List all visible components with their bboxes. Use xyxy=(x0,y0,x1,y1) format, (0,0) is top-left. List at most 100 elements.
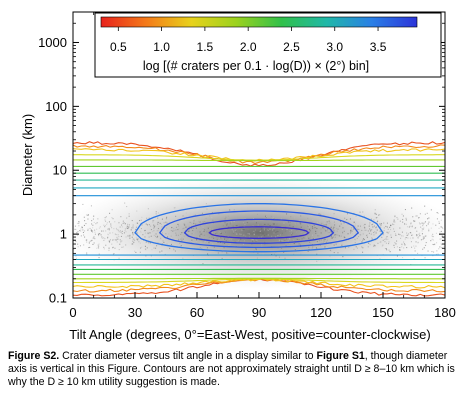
density-point xyxy=(78,225,80,227)
density-point xyxy=(258,236,260,238)
density-point xyxy=(333,237,335,239)
density-point xyxy=(128,235,130,237)
density-point xyxy=(222,225,224,227)
density-point xyxy=(189,230,191,232)
density-point xyxy=(399,249,401,251)
density-point xyxy=(425,244,427,246)
density-point xyxy=(440,219,442,221)
density-point xyxy=(181,237,183,239)
density-point xyxy=(362,239,364,241)
density-point xyxy=(396,255,398,257)
density-point xyxy=(205,231,207,233)
density-point xyxy=(289,230,291,232)
density-point xyxy=(433,251,435,253)
density-point xyxy=(346,213,348,215)
density-point xyxy=(383,222,385,224)
density-point xyxy=(114,247,116,249)
density-point xyxy=(167,236,169,238)
density-point xyxy=(212,228,214,230)
density-point xyxy=(287,221,289,223)
density-point xyxy=(406,247,408,249)
density-point xyxy=(416,235,418,237)
density-point xyxy=(184,224,186,226)
density-point xyxy=(324,238,326,240)
density-point xyxy=(310,235,312,237)
density-point xyxy=(373,245,375,247)
density-point xyxy=(107,236,109,238)
density-point xyxy=(324,222,326,224)
density-point xyxy=(246,228,248,230)
density-point xyxy=(217,241,219,243)
density-point xyxy=(173,249,175,251)
density-point xyxy=(392,223,394,225)
density-point xyxy=(303,229,305,231)
density-point xyxy=(121,246,123,248)
density-point xyxy=(318,235,320,237)
density-point xyxy=(205,242,207,244)
density-point xyxy=(183,227,185,229)
density-point xyxy=(243,234,245,236)
density-point xyxy=(251,238,253,240)
density-point xyxy=(419,223,421,225)
density-point xyxy=(269,233,271,235)
density-point xyxy=(396,217,398,219)
density-point xyxy=(208,236,210,238)
density-point xyxy=(409,225,411,227)
density-point xyxy=(108,221,110,223)
density-point xyxy=(90,229,92,231)
density-point xyxy=(222,238,224,240)
density-point xyxy=(401,246,403,248)
density-point xyxy=(153,219,155,221)
density-point xyxy=(363,215,365,217)
density-point xyxy=(220,237,222,239)
density-point xyxy=(145,241,147,243)
density-point xyxy=(256,213,258,215)
density-point xyxy=(205,203,207,205)
density-point xyxy=(141,216,143,218)
density-point xyxy=(240,233,242,235)
density-point xyxy=(181,248,183,250)
density-point xyxy=(118,231,120,233)
density-point xyxy=(232,229,234,231)
density-point xyxy=(307,250,309,252)
density-point xyxy=(203,222,205,224)
density-point xyxy=(202,263,204,265)
density-point xyxy=(351,233,353,235)
density-point xyxy=(375,227,377,229)
density-point xyxy=(419,232,421,234)
density-point xyxy=(126,227,128,229)
density-point xyxy=(283,251,285,253)
density-point xyxy=(385,242,387,244)
density-point xyxy=(109,212,111,214)
density-point xyxy=(370,218,372,220)
density-point xyxy=(437,212,439,214)
density-point xyxy=(178,225,180,227)
density-point xyxy=(126,217,128,219)
density-point xyxy=(433,244,435,246)
density-point xyxy=(275,255,277,257)
density-point xyxy=(309,241,311,243)
density-point xyxy=(235,240,237,242)
density-point xyxy=(279,234,281,236)
density-point xyxy=(423,237,425,239)
density-point xyxy=(120,241,122,243)
density-point xyxy=(188,226,190,228)
density-point xyxy=(366,234,368,236)
density-point xyxy=(224,242,226,244)
density-point xyxy=(431,235,433,237)
density-point xyxy=(386,222,388,224)
density-point xyxy=(250,252,252,254)
density-point xyxy=(103,239,105,241)
density-point xyxy=(229,223,231,225)
density-point xyxy=(162,240,164,242)
density-point xyxy=(371,224,373,226)
density-point xyxy=(325,241,327,243)
density-point xyxy=(270,222,272,224)
density-point xyxy=(330,226,332,228)
density-point xyxy=(132,238,134,240)
density-point xyxy=(335,234,337,236)
density-point xyxy=(273,223,275,225)
density-point xyxy=(401,235,403,237)
x-tick-label: 0 xyxy=(69,305,76,320)
density-point xyxy=(141,246,143,248)
